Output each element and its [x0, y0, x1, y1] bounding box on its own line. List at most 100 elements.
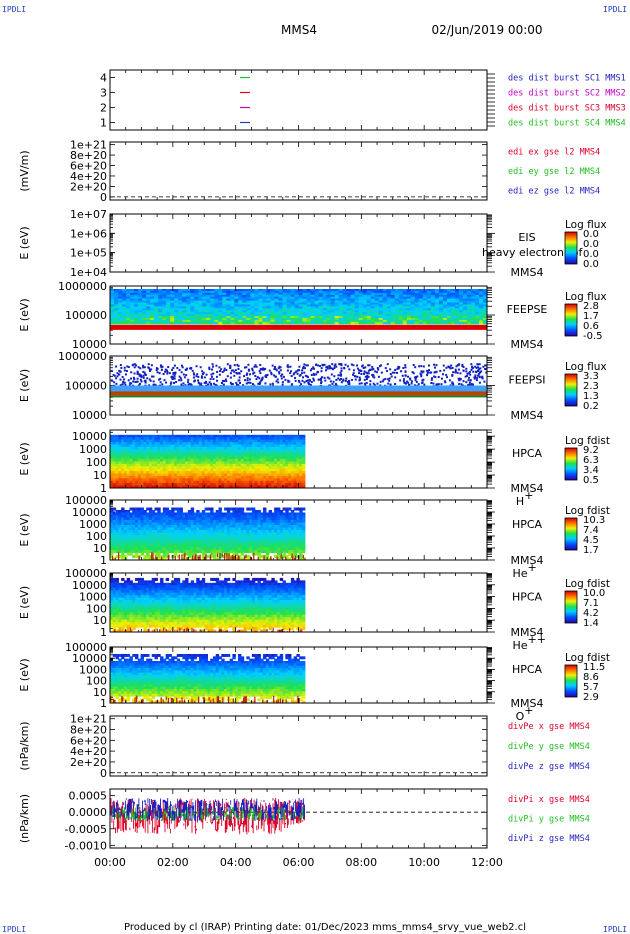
spectrogram-pixel — [144, 373, 147, 376]
spectrogram-cell — [266, 302, 272, 306]
spectrogram-cell — [418, 314, 424, 317]
spectrogram-cell — [154, 478, 158, 482]
spectrogram-cell — [458, 318, 464, 321]
spectrogram-cell — [330, 321, 336, 325]
spectrogram-cell — [179, 485, 183, 488]
spectrogram-cell — [402, 290, 408, 294]
spectrogram-cell — [190, 451, 195, 455]
spectrogram-cell — [212, 473, 217, 477]
spectrogram-pixel — [172, 376, 175, 379]
spectrogram-cell — [118, 292, 123, 296]
spectrogram-cell — [314, 298, 320, 302]
spectrogram-cell — [414, 308, 420, 311]
spectrogram-cell — [362, 294, 368, 298]
spectrogram-cell — [165, 459, 170, 463]
spectrogram-cell — [157, 485, 161, 488]
spectrogram-cell — [240, 449, 245, 453]
spectrogram-cell — [362, 302, 368, 306]
spectrogram-cell — [151, 446, 156, 450]
feepsi-colorbar-value: 3.3 — [583, 371, 599, 382]
spectrogram-cell — [249, 471, 253, 475]
spectrogram-cell — [193, 485, 197, 488]
spectrogram-cell — [148, 451, 153, 455]
spectrogram-cell — [249, 459, 253, 463]
spectrogram-pixel — [337, 377, 340, 380]
spectrogram-cell — [218, 294, 223, 298]
spectrogram-cell — [246, 294, 251, 298]
spectrogram-pixel — [223, 369, 226, 372]
spectrogram-cell — [318, 319, 324, 323]
spectrogram-cell — [238, 468, 242, 472]
spectrogram-cell — [130, 294, 135, 298]
spectrogram-cell — [290, 434, 295, 438]
spectrogram-cell — [394, 321, 400, 325]
spectrogram-cell — [350, 319, 356, 323]
spectrogram-cell — [302, 475, 306, 479]
spectrogram-pixel — [274, 375, 277, 378]
spectrogram-cell — [426, 300, 432, 304]
spectrogram-cell — [274, 314, 280, 317]
spectrogram-cell — [157, 456, 161, 460]
spectrogram-cell — [118, 485, 122, 488]
spectrogram-pixel — [258, 382, 261, 385]
spectrogram-cell — [230, 321, 235, 325]
spectrogram-pixel — [202, 371, 205, 374]
spectrogram-cell — [190, 316, 195, 319]
spectrogram-cell — [142, 312, 147, 315]
spectrogram-cell — [306, 296, 312, 300]
spectrogram-cell — [382, 319, 388, 323]
spectrogram-cell — [212, 449, 217, 453]
spectrogram-cell — [438, 302, 444, 306]
spectrogram-cell — [174, 463, 178, 467]
spectrogram-cell — [162, 310, 167, 313]
spectrogram-cell — [194, 298, 199, 302]
spectrogram-cell — [426, 312, 432, 315]
spectrogram-cell — [194, 319, 199, 323]
burst-legend-item: des dist burst SC2 MMS2 — [508, 89, 626, 99]
spectrogram-cell — [210, 294, 215, 298]
spectrogram-cell — [293, 461, 298, 465]
spectrogram-cell — [112, 446, 117, 450]
spectrogram-cell — [386, 306, 392, 309]
spectrogram-pixel — [222, 383, 225, 386]
spectrogram-cell — [224, 437, 228, 441]
spectrogram-cell — [114, 318, 119, 321]
spectrogram-cell — [146, 312, 151, 315]
spectrogram-cell — [430, 306, 436, 309]
spectrogram-cell — [232, 451, 236, 455]
spectrogram-cell — [378, 289, 384, 292]
spectrogram-cell — [293, 451, 298, 455]
spectrogram-cell — [135, 449, 139, 453]
spectrogram-cell — [482, 298, 487, 302]
spectrogram-cell — [151, 510, 156, 514]
spectrogram-pixel — [393, 371, 396, 374]
spectrogram-pixel — [306, 379, 309, 382]
spectrogram-cell — [204, 478, 208, 482]
spectrogram-pixel — [245, 373, 248, 376]
spectrogram-pixel — [238, 381, 241, 384]
spectrogram-cell — [202, 300, 207, 304]
spectrogram-cell — [302, 434, 306, 438]
spectrogram-cell — [466, 292, 472, 296]
spectrogram-cell — [294, 300, 300, 304]
spectrogram-cell — [282, 442, 286, 446]
spectrogram-cell — [176, 434, 181, 438]
spectrogram-cell — [422, 308, 428, 311]
spectrogram-cell — [190, 446, 195, 450]
spectrogram-cell — [354, 302, 360, 306]
spectrogram-pixel — [221, 370, 224, 373]
spectrogram-pixel — [434, 376, 437, 379]
spectrogram-cell — [222, 314, 227, 317]
spectrogram-pixel — [399, 379, 402, 382]
spectrogram-pixel — [286, 365, 289, 368]
spectrogram-pixel — [261, 368, 264, 371]
spectrogram-cell — [235, 434, 239, 438]
spectrogram-pixel — [445, 366, 448, 369]
spectrogram-cell — [238, 507, 242, 511]
spectrogram-cell — [251, 442, 256, 446]
spectrogram-cell — [279, 485, 284, 488]
spectrogram-cell — [249, 456, 253, 460]
spectrogram-pixel — [229, 381, 232, 384]
spectrogram-cell — [374, 318, 380, 321]
spectrogram-cell — [342, 308, 348, 311]
